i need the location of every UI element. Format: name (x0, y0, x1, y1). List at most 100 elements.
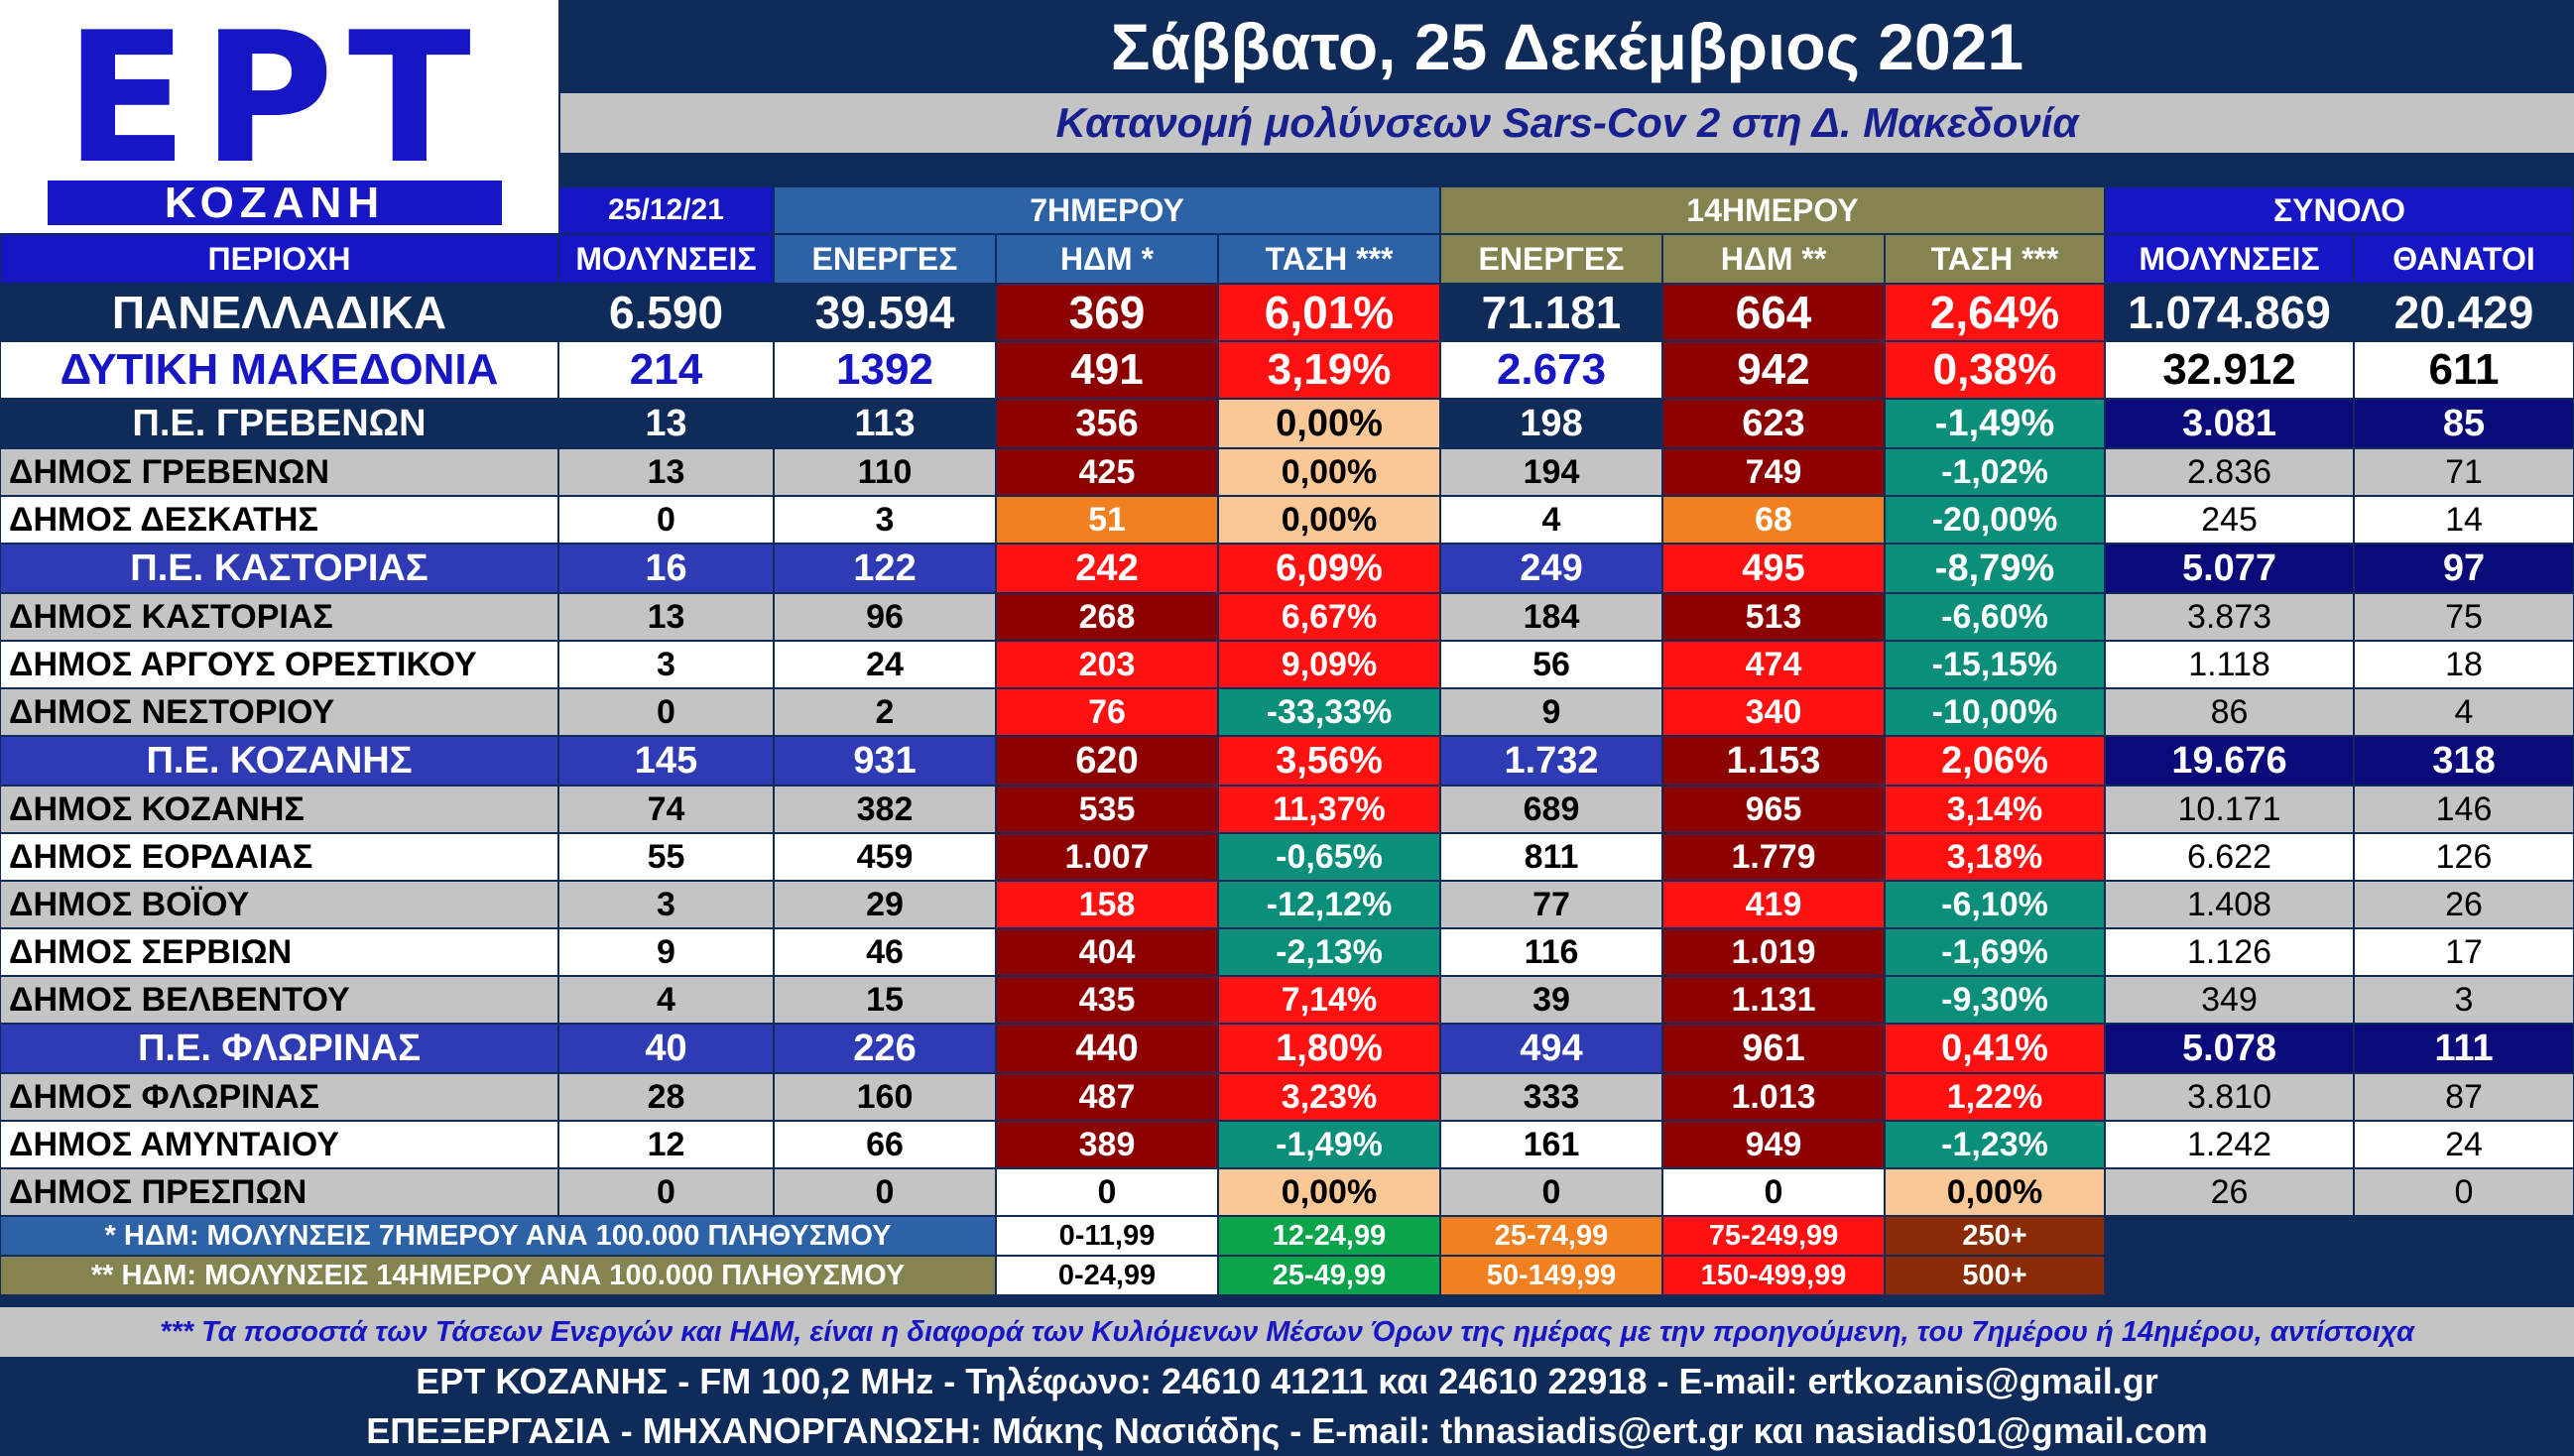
trend-7d-value: -12,12% (1219, 882, 1439, 927)
hdm-14d-value: 965 (1663, 787, 1884, 832)
hdm-14d-value: 949 (1663, 1122, 1884, 1167)
active-14d-value: 249 (1441, 545, 1661, 592)
hdm-14d-value: 474 (1663, 642, 1884, 687)
trend-14d-value: -6,10% (1886, 882, 2104, 927)
active-14d-value: 689 (1441, 787, 1661, 832)
footer-credits: ΕΠΕΞΕΡΓΑΣΙΑ - ΜΗΧΑΝΟΡΓΑΝΩΣΗ: Μάκης Νασιά… (366, 1410, 2208, 1451)
column-header: ΜΟΛΥΝΣΕΙΣ (559, 235, 773, 283)
trend-14d-value: -20,00% (1886, 497, 2104, 543)
hdm-7d-value: 1.007 (997, 834, 1217, 880)
active-14d-value: 194 (1441, 449, 1661, 495)
hdm-14d-value: 1.779 (1663, 834, 1884, 880)
legend-range: 25-74,99 (1441, 1217, 1661, 1255)
total-cases-value: 19.676 (2106, 737, 2353, 785)
hdm-14d-value: 749 (1663, 449, 1884, 495)
total-cases-value: 86 (2106, 689, 2353, 735)
trend-7d-value: 11,37% (1219, 787, 1439, 832)
cases-value: 6.590 (559, 285, 773, 340)
page-title: Σάββατο, 25 Δεκέμβριος 2021 (560, 0, 2574, 93)
active-7d-value: 29 (775, 882, 995, 927)
active-7d-value: 2 (775, 689, 995, 735)
trend-14d-value: 1,22% (1886, 1074, 2104, 1120)
deaths-value: 26 (2355, 882, 2573, 927)
active-14d-value: 116 (1441, 929, 1661, 975)
active-14d-value: 811 (1441, 834, 1661, 880)
total-cases-value: 6.622 (2106, 834, 2353, 880)
hdm-14d-value: 1.131 (1663, 977, 1884, 1023)
trend-14d-value: 0,38% (1886, 342, 2104, 398)
total-cases-value: 3.081 (2106, 400, 2353, 447)
deaths-value: 14 (2355, 497, 2573, 543)
trend-7d-value: 0,00% (1219, 400, 1439, 447)
deaths-value: 71 (2355, 449, 2573, 495)
trend-14d-value: -10,00% (1886, 689, 2104, 735)
active-14d-value: 494 (1441, 1025, 1661, 1072)
column-header: ΤΑΣΗ *** (1219, 235, 1439, 283)
cases-value: 40 (559, 1025, 773, 1072)
trend-14d-value: -8,79% (1886, 545, 2104, 592)
legend-range: 75-249,99 (1663, 1217, 1884, 1255)
trend-7d-value: 6,09% (1219, 545, 1439, 592)
column-header: ΗΔΜ * (997, 235, 1217, 283)
active-14d-value: 161 (1441, 1122, 1661, 1167)
total-cases-value: 1.118 (2106, 642, 2353, 687)
deaths-value: 17 (2355, 929, 2573, 975)
active-14d-value: 9 (1441, 689, 1661, 735)
column-header: ΠΕΡΙΟΧΗ (1, 235, 557, 283)
hdm-7d-value: 76 (997, 689, 1217, 735)
total-cases-value: 26 (2106, 1169, 2353, 1215)
group-14day: 14ΗΜΕΡΟΥ (1441, 187, 2104, 233)
group-7day: 7ΗΜΕΡΟΥ (775, 187, 1439, 233)
active-7d-value: 39.594 (775, 285, 995, 340)
region-name: ΔΗΜΟΣ ΔΕΣΚΑΤΗΣ (1, 497, 557, 543)
page-subtitle: Κατανομή μολύνσεων Sars-Cov 2 στη Δ. Μακ… (560, 93, 2574, 153)
logo: ΕΡΤ ΚΟΖΑΝΗ (0, 0, 558, 233)
cases-value: 9 (559, 929, 773, 975)
hdm-7d-value: 425 (997, 449, 1217, 495)
hdm-7d-value: 51 (997, 497, 1217, 543)
trend-14d-value: -1,23% (1886, 1122, 2104, 1167)
hdm-14d-value: 961 (1663, 1025, 1884, 1072)
total-cases-value: 245 (2106, 497, 2353, 543)
trend-7d-value: 0,00% (1219, 497, 1439, 543)
deaths-value: 111 (2355, 1025, 2573, 1072)
total-cases-value: 3.810 (2106, 1074, 2353, 1120)
hdm-14d-value: 495 (1663, 545, 1884, 592)
cases-value: 4 (559, 977, 773, 1023)
region-name: ΔΗΜΟΣ ΚΑΣΤΟΡΙΑΣ (1, 594, 557, 640)
cases-value: 55 (559, 834, 773, 880)
deaths-value: 24 (2355, 1122, 2573, 1167)
hdm-14d-value: 0 (1663, 1169, 1884, 1215)
trend-14d-value: 0,41% (1886, 1025, 2104, 1072)
trend-7d-value: 1,80% (1219, 1025, 1439, 1072)
active-7d-value: 66 (775, 1122, 995, 1167)
trend-14d-value: -1,49% (1886, 400, 2104, 447)
trend-7d-value: 3,56% (1219, 737, 1439, 785)
trend-14d-value: 3,14% (1886, 787, 2104, 832)
region-name: Π.Ε. ΦΛΩΡΙΝΑΣ (1, 1025, 557, 1072)
cases-value: 12 (559, 1122, 773, 1167)
active-7d-value: 382 (775, 787, 995, 832)
hdm-14d-value: 623 (1663, 400, 1884, 447)
hdm-7d-value: 203 (997, 642, 1217, 687)
column-header: ΜΟΛΥΝΣΕΙΣ (2106, 235, 2353, 283)
legend-range: 500+ (1886, 1257, 2104, 1294)
active-14d-value: 39 (1441, 977, 1661, 1023)
cases-value: 0 (559, 1169, 773, 1215)
trend-14d-value: 2,06% (1886, 737, 2104, 785)
cases-value: 13 (559, 594, 773, 640)
hdm-7d-value: 242 (997, 545, 1217, 592)
active-7d-value: 24 (775, 642, 995, 687)
trend-14d-value: -1,69% (1886, 929, 2104, 975)
hdm-7d-value: 268 (997, 594, 1217, 640)
region-name: ΔΗΜΟΣ ΕΟΡΔΑΙΑΣ (1, 834, 557, 880)
cases-value: 13 (559, 449, 773, 495)
region-name: ΔΗΜΟΣ ΠΡΕΣΠΩΝ (1, 1169, 557, 1215)
region-name: ΠΑΝΕΛΛΑΔΙΚΑ (1, 285, 557, 340)
total-cases-value: 5.077 (2106, 545, 2353, 592)
region-name: ΔΗΜΟΣ ΒΕΛΒΕΝΤΟΥ (1, 977, 557, 1023)
cases-value: 3 (559, 642, 773, 687)
trend-7d-value: -1,49% (1219, 1122, 1439, 1167)
active-14d-value: 1.732 (1441, 737, 1661, 785)
legend-range: 12-24,99 (1219, 1217, 1439, 1255)
